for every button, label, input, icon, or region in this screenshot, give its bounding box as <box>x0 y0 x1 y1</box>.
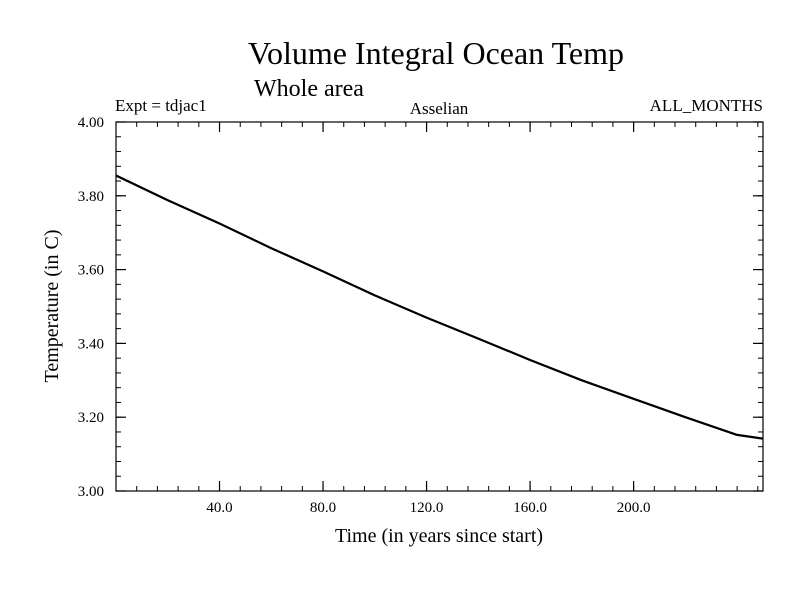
chart-title: Volume Integral Ocean Temp <box>248 35 624 71</box>
plot-frame <box>115 121 764 492</box>
y-tick-label: 4.00 <box>78 115 104 131</box>
x-tick-label: 200.0 <box>617 500 651 516</box>
x-tick-label: 80.0 <box>310 500 336 516</box>
x-axis-label: Time (in years since start) <box>335 525 543 547</box>
y-tick-label: 3.20 <box>78 410 104 426</box>
series-line <box>115 174 764 440</box>
y-tick-label: 3.40 <box>78 336 104 352</box>
x-tick-label: 120.0 <box>410 500 444 516</box>
scheme-label: Asselian <box>410 99 469 118</box>
y-axis-label: Temperature (in C) <box>41 230 63 383</box>
y-tick-label: 3.80 <box>78 189 104 205</box>
months-label: ALL_MONTHS <box>650 96 763 115</box>
y-tick-label: 3.00 <box>78 484 104 500</box>
tick-layer <box>116 121 763 492</box>
y-tick-label: 3.60 <box>78 263 104 279</box>
x-tick-label: 40.0 <box>206 500 232 516</box>
chart-subtitle: Whole area <box>254 76 364 102</box>
experiment-label: Expt = tdjac1 <box>115 96 207 115</box>
x-tick-label: 160.0 <box>513 500 547 516</box>
tick-label-layer: 40.0 80.0 120.0 160.0 200.0 3.00 3.20 3.40 3.60 3… <box>78 115 651 516</box>
